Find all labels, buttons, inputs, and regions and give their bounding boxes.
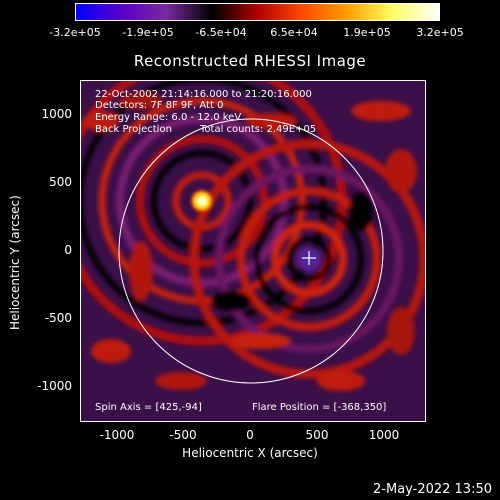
y-tick-label: 0 bbox=[64, 243, 72, 257]
colorbar-tick-label: 6.5e+04 bbox=[270, 26, 318, 39]
x-tick-label: -1000 bbox=[99, 428, 135, 442]
flare-source bbox=[188, 187, 216, 215]
colorbar-tick-label: -3.2e+05 bbox=[49, 26, 101, 39]
time-range-label: 22-Oct-2002 21:14:16.000 to 21:20:16.000 bbox=[95, 89, 312, 100]
x-tick-label: 0 bbox=[246, 428, 254, 442]
colorbar-tick-label: 3.2e+05 bbox=[416, 26, 464, 39]
method-label: Back Projection bbox=[95, 124, 172, 135]
timestamp-footer: 2-May-2022 13:50 bbox=[373, 482, 492, 497]
flare-position-label: Flare Position = [-368,350] bbox=[252, 402, 387, 413]
energy-range-label: Energy Range: 6.0 - 12.0 keV bbox=[95, 112, 242, 123]
x-tick-label: -500 bbox=[169, 428, 197, 442]
x-tick-label: 500 bbox=[305, 428, 329, 442]
detectors-label: Detectors: 7F 8F 9F, Att 0 bbox=[95, 100, 224, 111]
colorbar-tick-label: -6.5e+04 bbox=[195, 26, 247, 39]
image-plot bbox=[80, 80, 426, 422]
ringing-pattern bbox=[81, 81, 425, 391]
y-tick-label: -500 bbox=[44, 311, 72, 325]
spin-axis-label: Spin Axis = [425,-94] bbox=[95, 402, 202, 413]
x-axis-title: Heliocentric X (arcsec) bbox=[182, 446, 318, 460]
colorbar-tick-label: 1.9e+05 bbox=[343, 26, 391, 39]
total-counts-label: Total counts: 2.49E+05 bbox=[200, 124, 317, 135]
y-tick-label: -1000 bbox=[37, 379, 72, 393]
colorbar bbox=[75, 3, 440, 21]
x-tick-label: 1000 bbox=[368, 428, 400, 442]
plot-title: Reconstructed RHESSI Image bbox=[133, 52, 367, 70]
rhessi-image bbox=[81, 81, 425, 421]
colorbar-tick-label: -1.9e+05 bbox=[122, 26, 174, 39]
y-tick-label: 500 bbox=[49, 175, 72, 189]
y-axis-title: Heliocentric Y (arcsec) bbox=[8, 195, 22, 330]
y-tick-label: 1000 bbox=[41, 107, 72, 121]
solar-limb bbox=[118, 118, 384, 384]
